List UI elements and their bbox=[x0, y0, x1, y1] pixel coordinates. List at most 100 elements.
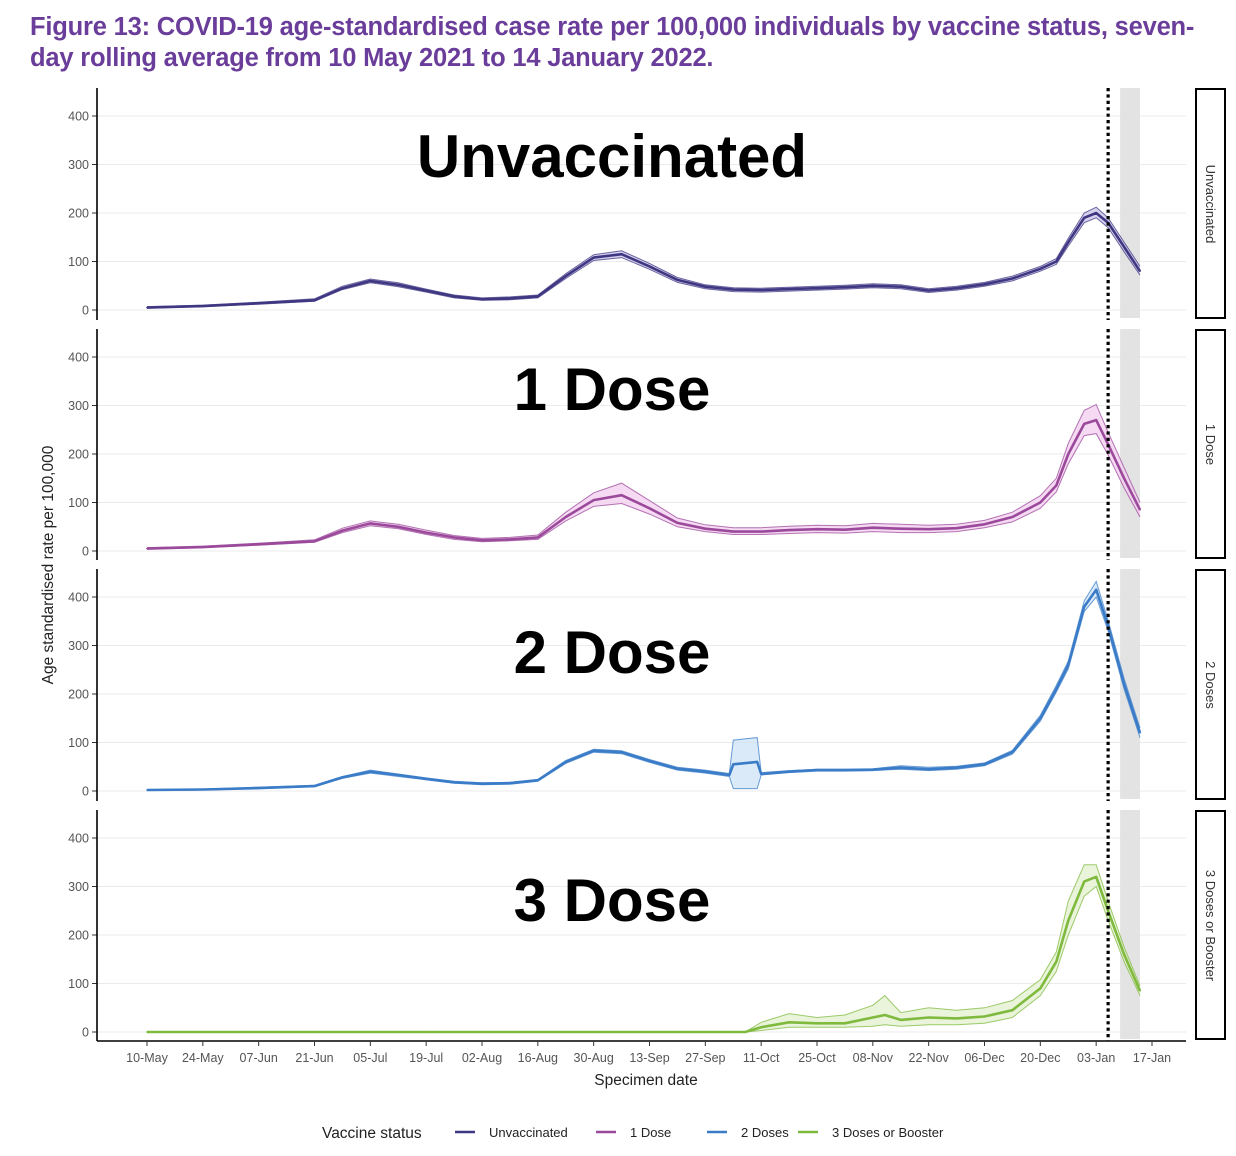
data-point bbox=[648, 1031, 651, 1033]
y-tick-label: 200 bbox=[68, 207, 89, 221]
facet-strip bbox=[1195, 329, 1226, 559]
panel-1-dose: 0 100 200 300 400 1 Dose 1 Dose bbox=[68, 329, 1226, 560]
upper-ci-line bbox=[146, 403, 1141, 549]
data-point bbox=[1107, 910, 1109, 912]
data-point bbox=[1083, 423, 1085, 425]
x-tick-label: 10-May bbox=[126, 1051, 168, 1065]
lower-ci-line bbox=[146, 433, 1141, 550]
data-point bbox=[1067, 919, 1070, 922]
panel-title: 1 Dose bbox=[514, 356, 711, 423]
data-point bbox=[369, 280, 372, 282]
legend-item: 2 Doses bbox=[707, 1125, 789, 1140]
data-point bbox=[146, 1031, 148, 1033]
data-point bbox=[453, 295, 455, 298]
data-point bbox=[760, 289, 762, 291]
y-tick-label: 100 bbox=[68, 736, 89, 750]
data-point bbox=[313, 540, 316, 543]
data-point bbox=[900, 1019, 902, 1021]
data-point bbox=[788, 529, 790, 531]
facet-strip bbox=[1195, 88, 1226, 319]
upper-ci-line bbox=[146, 206, 1141, 308]
y-tick-label: 200 bbox=[68, 448, 89, 462]
data-point bbox=[788, 288, 790, 290]
legend-label: Unvaccinated bbox=[489, 1125, 568, 1140]
data-point bbox=[1055, 960, 1058, 963]
data-point bbox=[202, 305, 204, 307]
y-tick-label: 300 bbox=[68, 158, 89, 172]
panel-title: Unvaccinated bbox=[417, 123, 807, 190]
incomplete-data-band bbox=[1120, 810, 1141, 1039]
data-point bbox=[425, 778, 428, 780]
data-point bbox=[146, 306, 148, 309]
data-point bbox=[369, 522, 372, 525]
y-tick-label: 100 bbox=[68, 255, 89, 269]
data-point bbox=[1011, 516, 1014, 518]
data-point bbox=[257, 302, 260, 305]
x-tick-label: 07-Jun bbox=[240, 1051, 278, 1065]
data-point bbox=[537, 1031, 539, 1033]
chart-panels: 0 100 200 300 400 Unvaccinated Unvaccinated 0 10… bbox=[68, 88, 1226, 1041]
data-point bbox=[816, 528, 818, 530]
x-tick-label: 06-Dec bbox=[964, 1051, 1004, 1065]
data-point bbox=[620, 253, 623, 255]
data-point bbox=[425, 531, 428, 534]
data-point bbox=[592, 749, 595, 752]
data-point bbox=[760, 530, 762, 533]
data-point bbox=[648, 760, 651, 762]
data-point bbox=[1011, 277, 1014, 280]
data-point bbox=[202, 546, 204, 548]
data-point bbox=[927, 768, 930, 770]
data-point bbox=[1039, 987, 1042, 990]
facet-strip-label: 1 Dose bbox=[1203, 424, 1218, 465]
data-point bbox=[1055, 260, 1058, 263]
x-tick-label: 22-Nov bbox=[909, 1051, 950, 1065]
data-point bbox=[788, 770, 790, 773]
data-point bbox=[1083, 880, 1085, 883]
data-point bbox=[1083, 217, 1085, 219]
incomplete-data-band bbox=[1120, 329, 1141, 558]
facet-strip-label: 3 Doses or Booster bbox=[1203, 870, 1218, 982]
x-tick-label: 16-Aug bbox=[518, 1051, 558, 1065]
y-tick-label: 300 bbox=[68, 399, 89, 413]
data-point bbox=[744, 1031, 746, 1033]
data-point bbox=[704, 527, 707, 530]
data-point bbox=[1123, 246, 1125, 248]
data-point bbox=[732, 763, 735, 766]
y-tick-label: 0 bbox=[82, 785, 89, 799]
data-point bbox=[592, 1031, 595, 1033]
data-point bbox=[1067, 453, 1070, 455]
data-point bbox=[704, 1031, 707, 1033]
data-point bbox=[341, 287, 344, 290]
data-point bbox=[1123, 477, 1125, 480]
data-point bbox=[732, 530, 735, 533]
x-axis-title: Specimen date bbox=[594, 1072, 697, 1089]
data-point bbox=[425, 1031, 428, 1033]
data-point bbox=[884, 1014, 886, 1016]
y-tick-label: 300 bbox=[68, 880, 89, 894]
legend-label: 1 Dose bbox=[630, 1125, 671, 1140]
x-tick-label: 30-Aug bbox=[574, 1051, 614, 1065]
x-tick-label: 03-Jan bbox=[1077, 1051, 1115, 1065]
data-point bbox=[1139, 732, 1141, 734]
y-tick-label: 200 bbox=[68, 688, 89, 702]
data-point bbox=[704, 770, 707, 773]
data-point bbox=[1095, 876, 1097, 878]
data-point bbox=[592, 256, 595, 259]
data-point bbox=[509, 538, 511, 541]
data-point bbox=[481, 1031, 483, 1033]
data-point bbox=[369, 770, 372, 773]
data-point bbox=[313, 299, 316, 302]
data-point bbox=[676, 522, 679, 524]
data-point bbox=[844, 528, 846, 531]
series-line bbox=[146, 418, 1142, 550]
legend-title: Vaccine status bbox=[322, 1125, 422, 1142]
data-point bbox=[509, 297, 511, 300]
panel-2-doses: 0 100 200 300 400 2 Dose 2 Doses bbox=[68, 569, 1226, 801]
y-tick-label: 0 bbox=[82, 304, 89, 318]
data-point bbox=[760, 773, 762, 775]
data-point bbox=[900, 285, 902, 288]
data-point bbox=[844, 769, 846, 771]
data-point bbox=[453, 536, 455, 539]
legend-item: 3 Doses or Booster bbox=[798, 1125, 944, 1140]
